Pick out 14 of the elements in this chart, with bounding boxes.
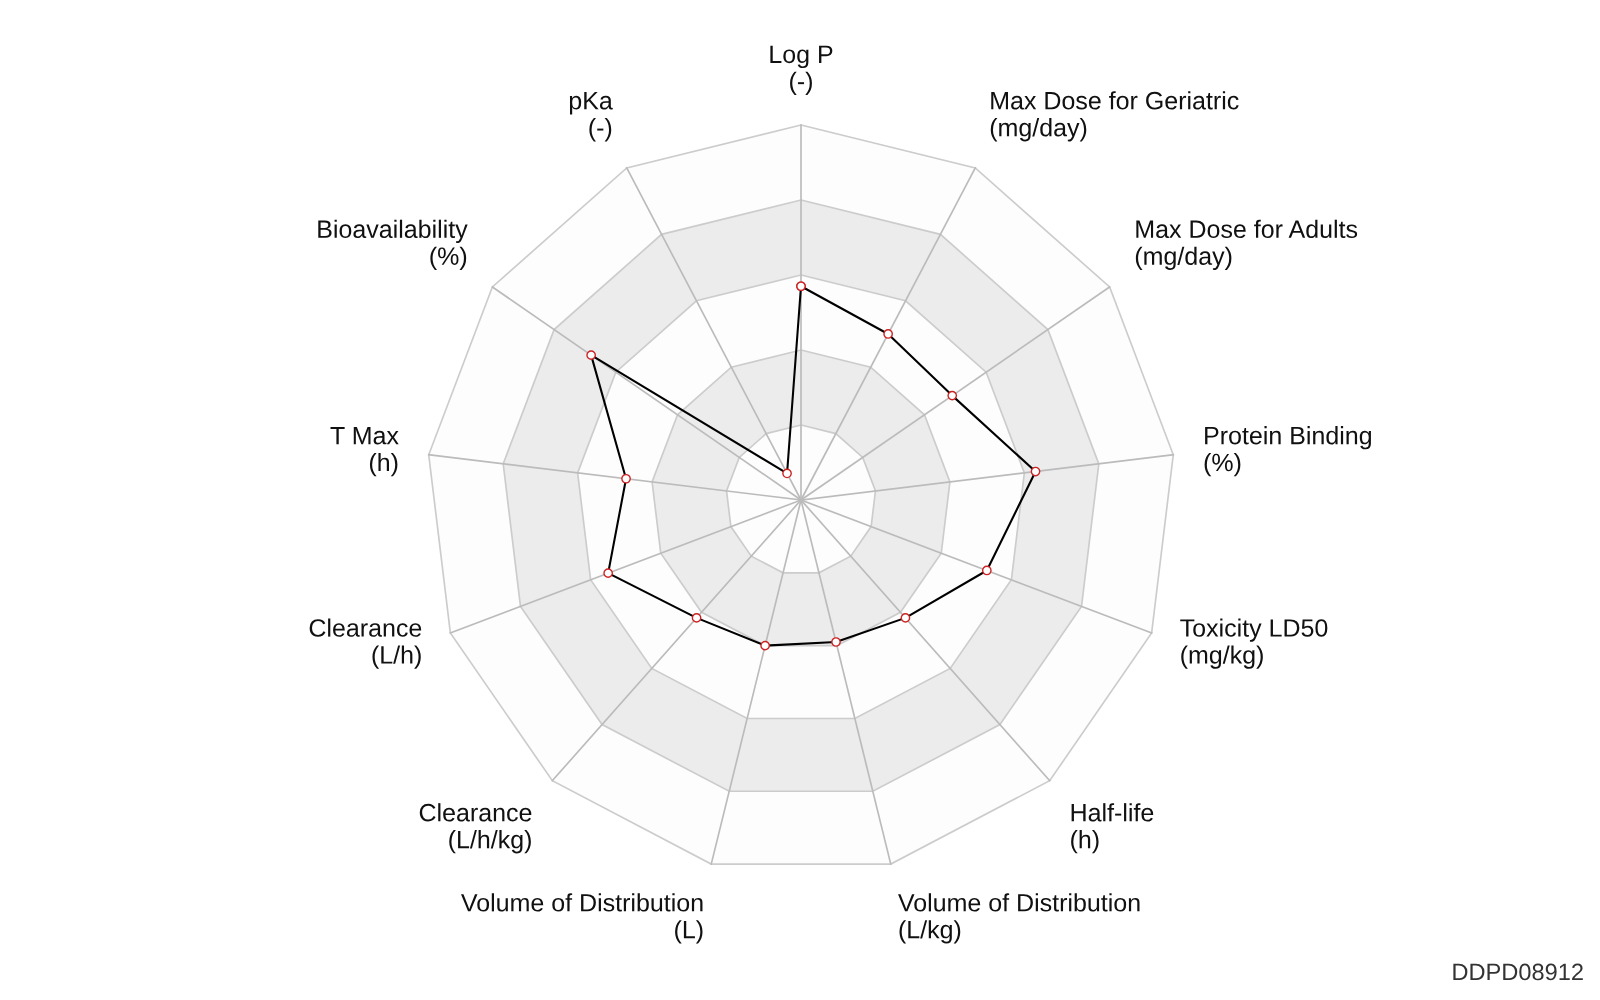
spoke-label: T Max (h) — [330, 426, 399, 477]
spoke-label: Clearance (L/h/kg) — [419, 803, 532, 854]
spoke-label: Clearance (L/h) — [309, 618, 422, 669]
spoke-label: Volume of Distribution (L/kg) — [898, 893, 1140, 944]
spoke-label: Max Dose for Geriatric (mg/day) — [990, 91, 1239, 142]
spoke-label: Protein Binding (%) — [1204, 426, 1371, 477]
spoke-label: Max Dose for Adults (mg/day) — [1135, 219, 1358, 270]
text: DDPD08912 — [1453, 963, 1583, 981]
spoke-label: Bioavailability (%) — [318, 219, 468, 270]
spoke-label: Half-life (h) — [1071, 803, 1154, 854]
spoke-label: Log P (-) — [770, 45, 833, 95]
spoke-label: Toxicity LD50 (mg/kg) — [1180, 618, 1328, 669]
spoke-label: pKa (-) — [569, 92, 613, 142]
spoke-label: Volume of Distribution (L) — [461, 893, 703, 944]
